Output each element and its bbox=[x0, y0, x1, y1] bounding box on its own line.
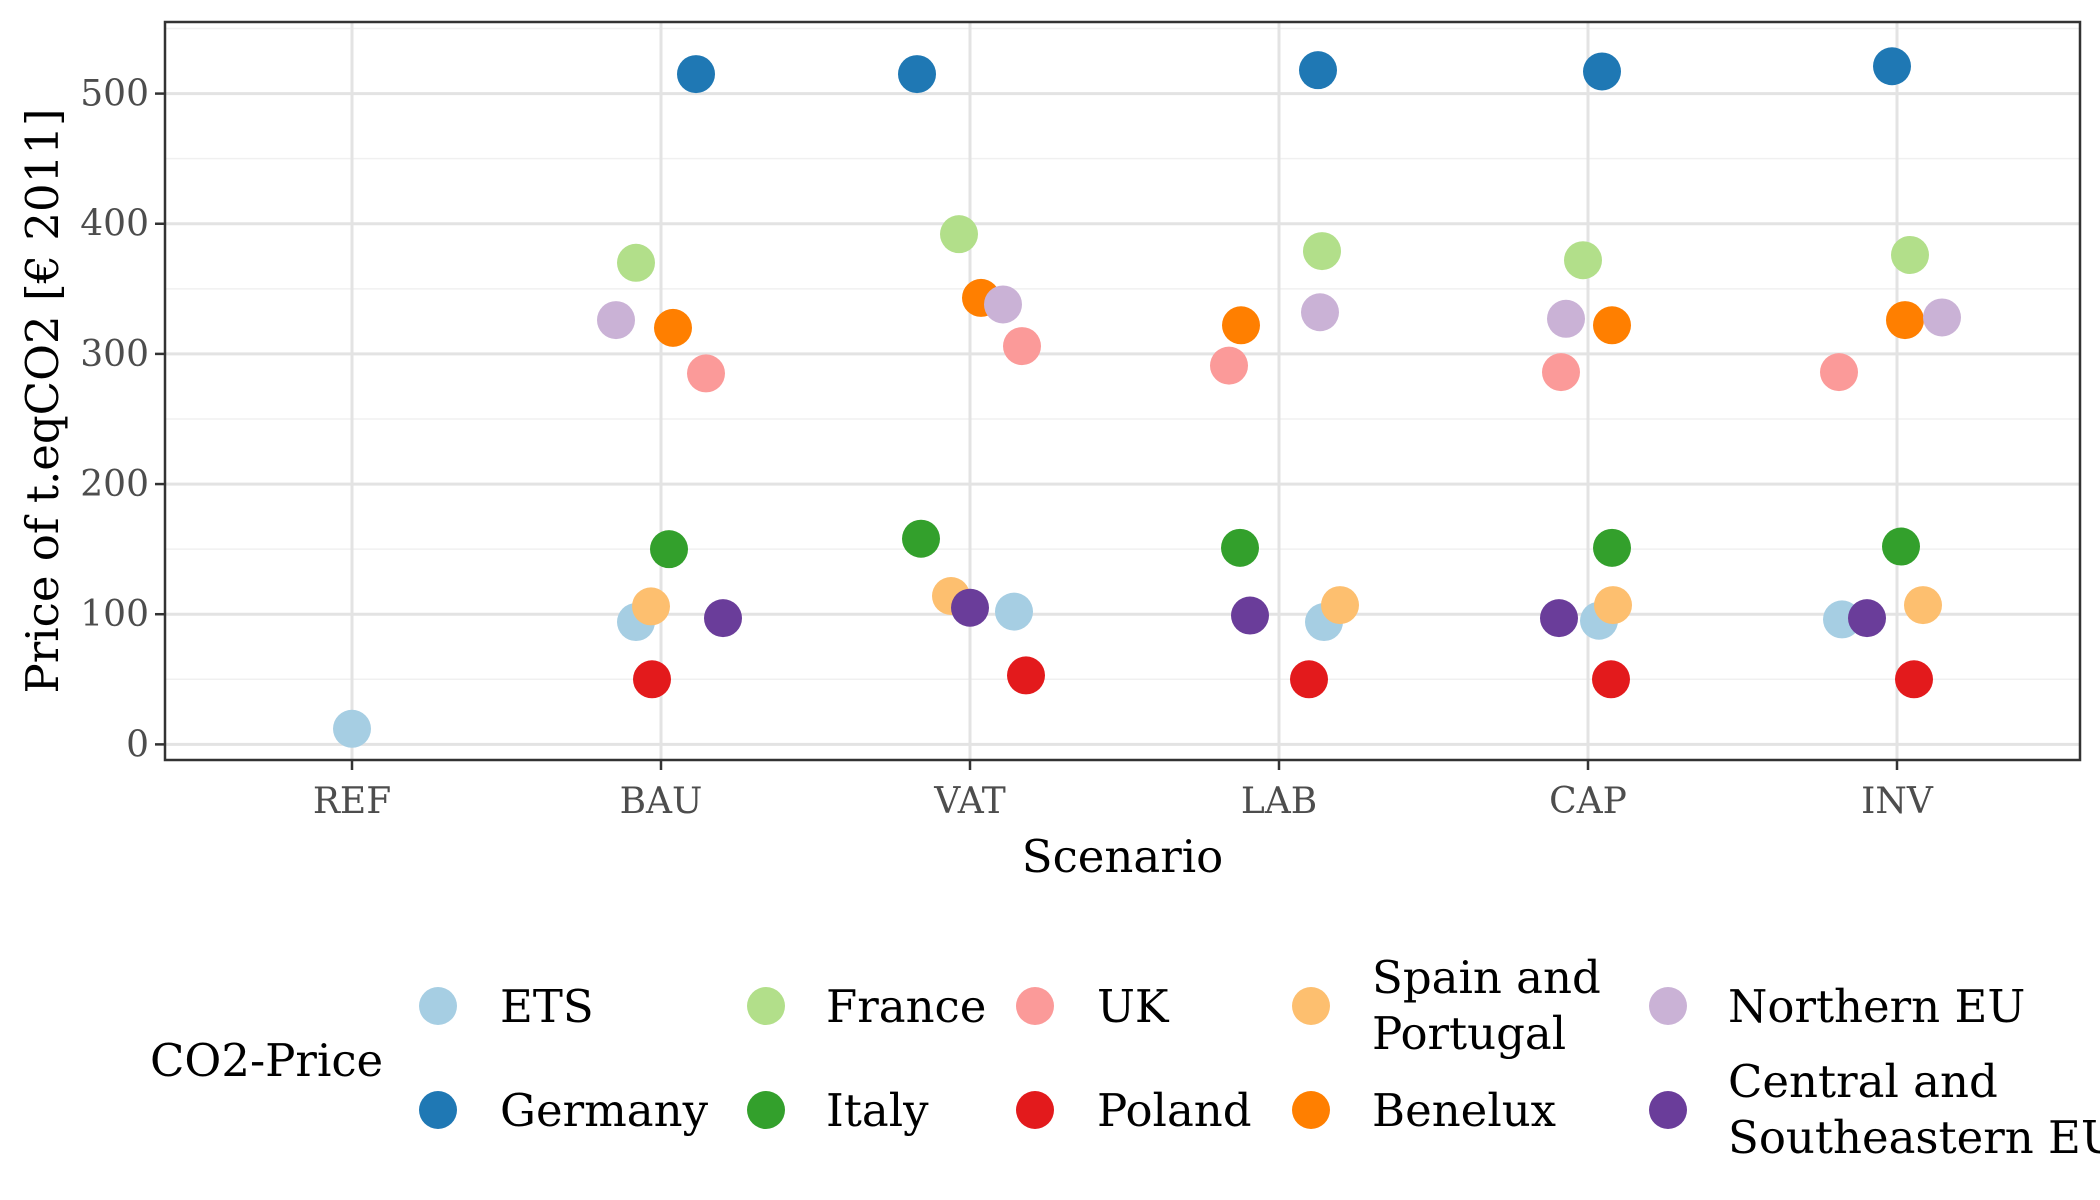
legend-title: CO2-Price bbox=[150, 1034, 383, 1087]
point-benelux bbox=[654, 308, 692, 347]
point-france bbox=[1564, 241, 1602, 280]
y-tick-label: 300 bbox=[80, 334, 149, 375]
point-benelux bbox=[1886, 301, 1924, 340]
point-northern-eu bbox=[1301, 293, 1339, 332]
legend-label: ETS bbox=[500, 980, 594, 1033]
point-germany bbox=[1583, 52, 1621, 91]
point-uk bbox=[687, 354, 725, 393]
point-central-and-southeastern-eu bbox=[1540, 599, 1578, 638]
legend-label: Northern EU bbox=[1728, 980, 2025, 1033]
point-poland bbox=[1592, 660, 1630, 699]
point-italy bbox=[1593, 528, 1631, 567]
point-uk bbox=[1210, 346, 1248, 385]
point-spain-and-portugal bbox=[632, 587, 670, 626]
legend-label: France bbox=[826, 980, 986, 1033]
legend-key bbox=[1649, 1091, 1687, 1129]
legend-key bbox=[1649, 987, 1687, 1025]
grid-lines bbox=[165, 22, 2080, 760]
legend-label-line: Central and bbox=[1728, 1055, 1998, 1108]
point-poland bbox=[633, 660, 671, 699]
point-uk bbox=[1820, 353, 1858, 392]
point-northern-eu bbox=[597, 301, 635, 340]
point-central-and-southeastern-eu bbox=[951, 588, 989, 627]
legend-label: Germany bbox=[500, 1084, 709, 1137]
point-italy bbox=[650, 530, 688, 569]
point-germany bbox=[677, 55, 715, 94]
x-tick-label: LAB bbox=[1241, 781, 1317, 822]
point-italy bbox=[1221, 528, 1259, 567]
y-tick-label: 400 bbox=[80, 204, 149, 245]
y-tick-label: 0 bbox=[126, 724, 149, 765]
point-germany bbox=[898, 55, 936, 94]
x-tick-label: REF bbox=[313, 781, 391, 822]
legend-key bbox=[1016, 1091, 1054, 1129]
legend-label: Italy bbox=[826, 1084, 929, 1137]
legend-label: Poland bbox=[1097, 1084, 1252, 1137]
point-france bbox=[1303, 232, 1341, 271]
point-germany bbox=[1873, 47, 1911, 86]
point-northern-eu bbox=[984, 285, 1022, 324]
point-northern-eu bbox=[1547, 299, 1585, 338]
point-spain-and-portugal bbox=[1904, 586, 1942, 625]
point-ets bbox=[995, 592, 1033, 631]
legend-key bbox=[1292, 1091, 1330, 1129]
y-tick-label: 500 bbox=[80, 74, 149, 115]
x-tick-label: BAU bbox=[620, 781, 703, 822]
legend-label: Central and Southeastern EU bbox=[1728, 1055, 2100, 1164]
y-tick-label: 100 bbox=[80, 594, 149, 635]
x-axis: REF BAU VAT LAB CAP INV bbox=[313, 760, 1934, 822]
legend-key bbox=[1292, 987, 1330, 1025]
y-axis: 0 100 200 300 400 500 bbox=[80, 74, 165, 765]
point-spain-and-portugal bbox=[1321, 586, 1359, 625]
y-axis-title: Price of t.eqCO2 [€ 2011] bbox=[16, 108, 69, 693]
point-germany bbox=[1299, 51, 1337, 90]
legend-key bbox=[419, 987, 457, 1025]
point-northern-eu bbox=[1923, 298, 1961, 337]
x-tick-label: INV bbox=[1861, 781, 1934, 822]
point-uk bbox=[1542, 353, 1580, 392]
point-uk bbox=[1003, 327, 1041, 366]
legend-key bbox=[747, 987, 785, 1025]
data-points bbox=[333, 47, 1961, 748]
point-france bbox=[1891, 235, 1929, 274]
point-ets bbox=[333, 709, 371, 748]
point-benelux bbox=[1593, 306, 1631, 345]
legend-label-line: Spain and bbox=[1372, 951, 1601, 1004]
plot-panel-border bbox=[163, 20, 2082, 762]
legend-key bbox=[1016, 987, 1054, 1025]
legend: CO2-Price ETS Germany France Italy UK Poland S… bbox=[150, 951, 2100, 1164]
point-spain-and-portugal bbox=[1594, 586, 1632, 625]
x-tick-label: CAP bbox=[1549, 781, 1627, 822]
point-france bbox=[617, 243, 655, 282]
legend-label: Benelux bbox=[1372, 1084, 1556, 1137]
point-italy bbox=[902, 519, 940, 558]
x-axis-title: Scenario bbox=[1022, 830, 1223, 883]
point-poland bbox=[1290, 660, 1328, 699]
legend-label-line: Portugal bbox=[1372, 1007, 1566, 1060]
point-france bbox=[940, 215, 978, 254]
x-tick-label: VAT bbox=[933, 781, 1006, 822]
legend-label: UK bbox=[1097, 980, 1170, 1033]
point-central-and-southeastern-eu bbox=[704, 599, 742, 638]
legend-label: Spain and Portugal bbox=[1372, 951, 1601, 1060]
point-italy bbox=[1882, 527, 1920, 566]
point-benelux bbox=[1222, 306, 1260, 345]
point-poland bbox=[1895, 660, 1933, 699]
point-central-and-southeastern-eu bbox=[1231, 596, 1269, 635]
legend-key bbox=[419, 1091, 457, 1129]
legend-label-line: Southeastern EU bbox=[1728, 1111, 2100, 1164]
point-poland bbox=[1007, 656, 1045, 695]
point-central-and-southeastern-eu bbox=[1848, 599, 1886, 638]
legend-key bbox=[747, 1091, 785, 1129]
y-tick-label: 200 bbox=[80, 464, 149, 505]
